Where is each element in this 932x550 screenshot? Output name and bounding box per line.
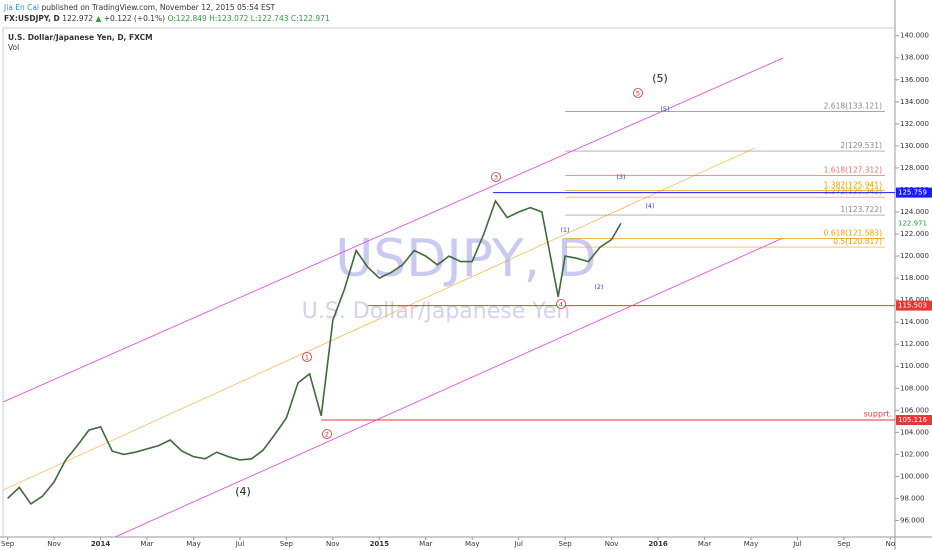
x-tick-label: Sep	[837, 540, 851, 548]
y-tick-label: 112.000	[900, 340, 929, 348]
last-price-label: 122.971	[898, 219, 927, 227]
change: +0.122 (+0.1%)	[103, 14, 166, 23]
wave-minor: (3)	[616, 173, 625, 181]
wave-minor: (5)	[660, 105, 669, 113]
wave-circle	[633, 88, 643, 98]
price-line	[7, 199, 622, 505]
x-tick-label: 2014	[91, 540, 111, 548]
symbol: FX:USDJPY, D	[4, 14, 60, 23]
y-tick-label: 122.000	[900, 230, 929, 238]
x-tick-label: May	[186, 540, 200, 548]
x-tick-label: May	[465, 540, 479, 548]
price-level-box	[896, 415, 932, 426]
y-tick-label: 114.000	[900, 318, 929, 326]
wave-major: (4)	[235, 485, 251, 498]
wave-major: (5)	[652, 72, 668, 85]
y-tick-label: 124.000	[900, 208, 929, 216]
x-tick-label: Nov	[326, 540, 340, 548]
ohlc: O:122.849 H:123.072 L:122.743 C:122.971	[167, 14, 330, 23]
wave-circle	[302, 352, 312, 362]
y-tick-label: 128.000	[900, 164, 929, 172]
price-level-label: 125.759	[898, 189, 927, 197]
y-tick-label: 132.000	[900, 120, 929, 128]
last: 122.972	[62, 14, 94, 23]
x-tick-label: 2016	[648, 540, 668, 548]
watermark: USDJPY, D	[335, 229, 597, 289]
x-tick-label: Sep	[280, 540, 294, 548]
y-tick-label: 140.000	[900, 32, 929, 40]
y-tick-label: 102.000	[900, 450, 929, 458]
arrow: ▲	[95, 14, 102, 23]
y-tick-label: 118.000	[900, 274, 929, 282]
author: Jia En Cai	[4, 3, 40, 12]
y-tick-label: 100.000	[900, 472, 929, 480]
y-tick-label: 96.000	[900, 516, 925, 524]
x-tick-label: Mar	[140, 540, 153, 548]
y-tick-label: 136.000	[900, 76, 929, 84]
price-level-label: 115.503	[898, 302, 927, 310]
wave-label: 2	[325, 431, 329, 439]
y-tick-label: 108.000	[900, 384, 929, 392]
channel-mid	[2, 147, 756, 491]
wave-circle	[556, 299, 566, 309]
wave-label: 1	[305, 354, 309, 362]
price-level-label: 105.116	[898, 416, 927, 424]
fib-label: 0.5(120.817)	[833, 237, 882, 246]
price-level-box	[896, 300, 932, 311]
fib-label: 1(123.722)	[840, 205, 882, 214]
y-tick-label: 134.000	[900, 98, 929, 106]
fib-label: 2.618(133.121)	[824, 102, 882, 111]
fib-label: 1.618(127.312)	[824, 165, 882, 174]
wave-label: 4	[559, 301, 563, 309]
watermark-subtitle: U.S. Dollar/Japanese Yen	[302, 299, 571, 324]
y-tick-label: 138.000	[900, 54, 929, 62]
wave-label: 5	[636, 90, 640, 98]
header-line-2: FX:USDJPY, D 122.972 ▲ +0.122 (+0.1%) O:…	[4, 13, 330, 24]
x-tick-label: Sep	[559, 540, 573, 548]
y-tick-label: 98.000	[900, 494, 925, 502]
x-tick-label: 2015	[370, 540, 390, 548]
wave-minor: (2)	[594, 283, 603, 291]
wave-circle	[491, 172, 501, 182]
x-tick-label: May	[744, 540, 758, 548]
fib-label: 2(129.531)	[840, 141, 882, 150]
x-tick-label: Jul	[792, 540, 802, 548]
fib-label: 1.382(125.941)	[824, 181, 882, 190]
price-level-box	[896, 187, 932, 198]
x-tick-label: Mar	[698, 540, 711, 548]
x-tick-label: Sep	[1, 540, 15, 548]
y-tick-label: 104.000	[900, 428, 929, 436]
x-tick-label: Nov	[47, 540, 61, 548]
chart-title: U.S. Dollar/Japanese Yen, D, FXCM	[8, 33, 153, 42]
y-tick-label: 110.000	[900, 362, 929, 370]
y-tick-label: 106.000	[900, 406, 929, 414]
x-tick-label: Nov	[605, 540, 619, 548]
x-tick-label: Jul	[513, 540, 523, 548]
x-tick-label: Mar	[419, 540, 432, 548]
channel-lower	[114, 237, 784, 538]
y-tick-label: 116.000	[900, 296, 929, 304]
fib-label: 1.272(125.342)	[824, 187, 882, 196]
x-tick-label: Jul	[235, 540, 245, 548]
price-level-note: supprt.	[864, 410, 892, 419]
header: Jia En Cai published on TradingView.com,…	[4, 2, 330, 24]
y-tick-label: 120.000	[900, 252, 929, 260]
y-tick-label: 130.000	[900, 142, 929, 150]
header-line-1: Jia En Cai published on TradingView.com,…	[4, 2, 330, 13]
fib-label: 0.618(121.583)	[824, 229, 882, 238]
published: published on TradingView.com, November 1…	[41, 3, 276, 12]
channel-upper	[2, 57, 784, 403]
wave-minor: (1)	[560, 226, 569, 234]
wave-label: 3	[494, 174, 498, 182]
wave-circle	[322, 429, 332, 439]
chart-subtitle: Vol	[8, 43, 19, 52]
wave-minor: (4)	[645, 202, 654, 210]
x-tick-label: No	[886, 540, 896, 548]
